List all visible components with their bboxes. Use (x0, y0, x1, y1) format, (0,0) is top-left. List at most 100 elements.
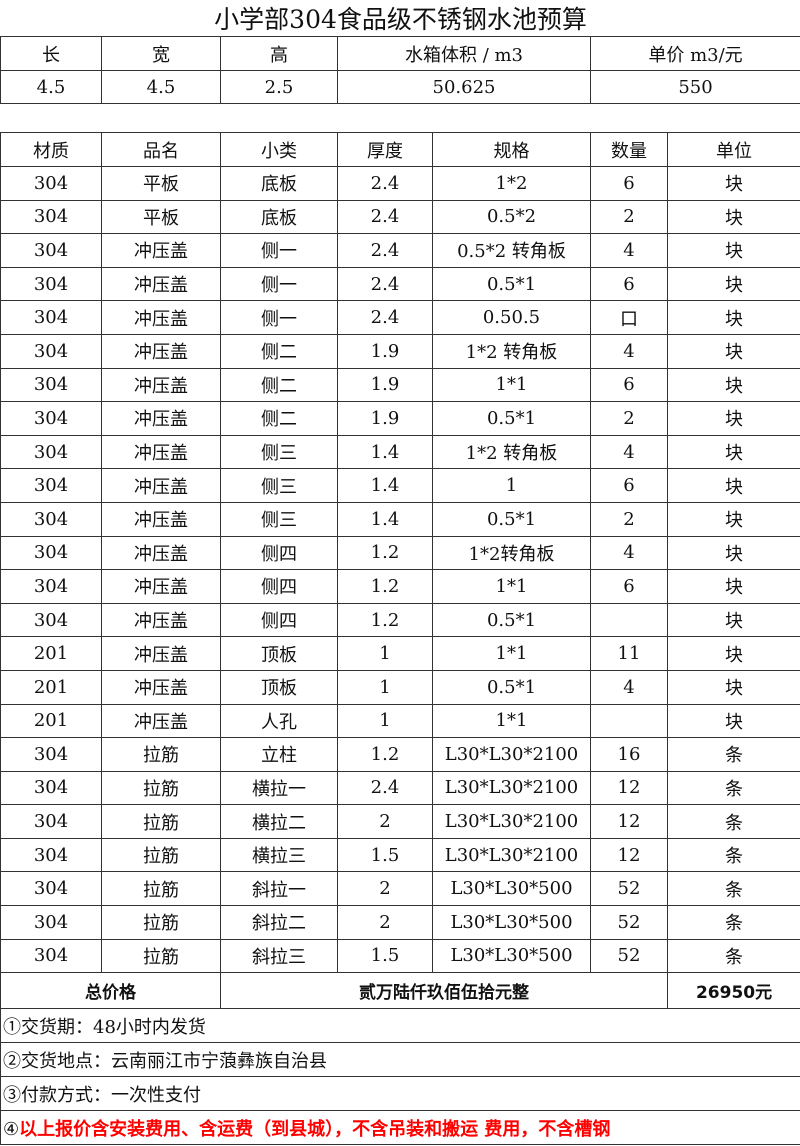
cell-material: 304 (0, 434, 102, 470)
note-cell: ①交货期：48小时内发货 (0, 1008, 800, 1044)
cell-spec: 1*1 (432, 636, 591, 671)
cell-product: 拉筋 (101, 804, 221, 839)
table-row: 304 冲压盖 侧三 1.4 0.5*1 2 块 (0, 501, 800, 537)
cell-thickness: 2.4 (337, 166, 433, 201)
cell-unit: 块 (666, 468, 800, 503)
cell-unit: 块 (666, 434, 800, 470)
cell-subtype: 斜拉二 (220, 905, 338, 940)
cell-spec: 0.5*2 转角板 (432, 233, 591, 268)
table-row: 304 冲压盖 侧二 1.9 1*2 转角板 4 块 (0, 333, 800, 369)
cell-unit: 条 (666, 837, 800, 873)
cell-thickness: 2.4 (337, 233, 433, 268)
table-row: 304 冲压盖 侧四 1.2 0.5*1 块 (0, 602, 800, 638)
cell-subtype: 顶板 (220, 669, 338, 705)
cell-material: 304 (0, 501, 102, 537)
table-row: 304 拉筋 横拉三 1.5 L30*L30*2100 12 条 (0, 837, 800, 873)
note-number: ② (3, 1050, 21, 1072)
cell-subtype: 侧二 (220, 333, 338, 369)
cell-subtype: 人孔 (220, 703, 338, 739)
cell-subtype: 侧三 (220, 501, 338, 537)
cell-spec: L30*L30*2100 (432, 804, 591, 839)
table-row: 304 拉筋 斜拉三 1.5 L30*L30*500 52 条 (0, 938, 800, 974)
note-text: 付款方式：一次性支付 (21, 1084, 201, 1106)
cell-spec: 1*2 (432, 166, 591, 201)
cell-unit: 块 (666, 669, 800, 705)
cell-thickness: 1 (337, 703, 433, 739)
cell-quantity: 2 (590, 199, 668, 235)
cell-material: 304 (0, 166, 102, 201)
cell-unit: 块 (666, 535, 800, 571)
cell-unit: 条 (666, 905, 800, 940)
cell-spec: L30*L30*500 (432, 871, 591, 907)
cell-quantity: 6 (590, 468, 668, 503)
sheet-title: 小学部304食品级不锈钢水池预算 (0, 0, 800, 37)
cell-material: 304 (0, 602, 102, 638)
cell-product: 拉筋 (101, 837, 221, 873)
cell-quantity (590, 602, 668, 638)
cell-quantity: 12 (590, 837, 668, 873)
cell-thickness: 1.4 (337, 501, 433, 537)
table-row: 304 冲压盖 侧一 2.4 0.5*2 转角板 4 块 (0, 233, 800, 268)
cell-material: 304 (0, 266, 102, 302)
note-number: ① (3, 1016, 21, 1038)
cell-unit: 块 (666, 401, 800, 436)
cell-unit: 块 (666, 300, 800, 335)
cell-quantity: 口 (590, 300, 668, 335)
column-header: 单位 (666, 132, 800, 167)
cell-subtype: 侧四 (220, 569, 338, 604)
cell-unit: 块 (666, 602, 800, 638)
cell-material: 304 (0, 333, 102, 369)
cell-thickness: 1 (337, 669, 433, 705)
cell-unit: 块 (666, 636, 800, 671)
cell-spec: L30*L30*500 (432, 938, 591, 974)
cell-subtype: 顶板 (220, 636, 338, 671)
cell-product: 拉筋 (101, 737, 221, 772)
cell-quantity: 6 (590, 569, 668, 604)
dims-value: 4.5 (0, 70, 102, 104)
table-row: 304 冲压盖 侧四 1.2 1*2转角板 4 块 (0, 535, 800, 571)
cell-subtype: 底板 (220, 166, 338, 201)
cell-quantity: 52 (590, 871, 668, 907)
cell-thickness: 1.5 (337, 938, 433, 974)
cell-spec: 1*1 (432, 569, 591, 604)
table-row: 304 拉筋 立柱 1.2 L30*L30*2100 16 条 (0, 737, 800, 772)
cell-spec: 0.5*1 (432, 266, 591, 302)
cell-product: 冲压盖 (101, 669, 221, 705)
cell-thickness: 2 (337, 804, 433, 839)
column-header: 数量 (590, 132, 668, 167)
cell-subtype: 底板 (220, 199, 338, 235)
note-row: ①交货期：48小时内发货 (0, 1008, 800, 1044)
cell-subtype: 侧一 (220, 233, 338, 268)
cell-unit: 块 (666, 367, 800, 403)
cell-quantity: 4 (590, 434, 668, 470)
cell-spec: 1*2 转角板 (432, 434, 591, 470)
cell-subtype: 侧四 (220, 535, 338, 571)
dims-header: 高 (220, 36, 338, 71)
note-row: ④以上报价含安装费用、含运费（到县城），不含吊装和搬运 费用，不含槽钢 (0, 1110, 800, 1146)
table-row: 304 拉筋 横拉一 2.4 L30*L30*2100 12 条 (0, 770, 800, 806)
cell-quantity: 16 (590, 737, 668, 772)
note-row: ③付款方式：一次性支付 (0, 1076, 800, 1112)
cell-unit: 块 (666, 333, 800, 369)
cell-spec: 0.5*2 (432, 199, 591, 235)
cell-thickness: 1.2 (337, 569, 433, 604)
cell-unit: 块 (666, 703, 800, 739)
cell-product: 冲压盖 (101, 367, 221, 403)
note-number: ③ (3, 1084, 21, 1106)
dims-value: 550 (589, 70, 800, 104)
cell-thickness: 2.4 (337, 199, 433, 235)
cell-spec: 1*1 (432, 367, 591, 403)
cell-material: 201 (0, 703, 102, 739)
note-number: ④ (3, 1118, 20, 1140)
dims-header: 水箱体积 / m3 (337, 36, 591, 71)
dims-header-row: 长 宽 高 水箱体积 / m3 单价 m3/元 (0, 36, 800, 71)
cell-product: 拉筋 (101, 905, 221, 940)
cell-material: 304 (0, 770, 102, 806)
cell-spec: 1*1 (432, 703, 591, 739)
cell-quantity: 6 (590, 266, 668, 302)
cell-quantity: 4 (590, 333, 668, 369)
cell-subtype: 侧二 (220, 401, 338, 436)
cell-spec: L30*L30*2100 (432, 770, 591, 806)
note-text: 交货期：48小时内发货 (21, 1016, 206, 1038)
